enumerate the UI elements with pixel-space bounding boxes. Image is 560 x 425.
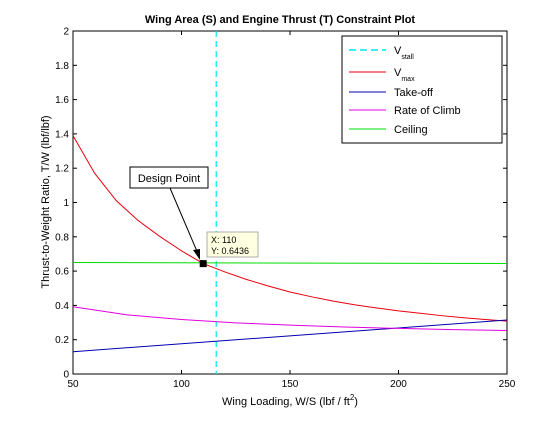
annotation-arrow-line [169,187,200,257]
datatip-x: X: 110 [211,235,236,245]
legend-label-v-stall: Vstall [394,45,414,61]
datatip: X: 110 Y: 0.6436 [206,231,259,258]
x-tick-label: 150 [282,379,299,390]
annotation-label: Design Point [138,173,200,185]
x-tick-label: 250 [499,379,516,390]
datatip-box [206,231,259,258]
series-rate-of-climb [73,306,507,331]
x-tick-label: 200 [390,379,407,390]
annotation-box [129,166,209,189]
y-tick-label: 0.4 [55,301,69,312]
annotation-arrowhead [193,249,200,260]
y-tick-label: 1 [63,198,69,209]
x-tick-label: 100 [173,379,190,390]
x-axis-label: Wing Loading, W/S (lbf / ft2) [222,393,358,408]
y-tick-label: 0.6 [55,267,69,278]
legend-label-rate-of-climb: Rate of Climb [394,105,461,117]
y-axis-label: Thrust-to-Weight Ratio, T/W (lbf/lbf) [40,115,52,288]
chart-title: Wing Area (S) and Engine Thrust (T) Cons… [145,14,416,26]
y-tick-label: 1.8 [55,61,69,72]
series-ceiling [73,262,507,265]
legend-label-v-max: Vmax [394,67,415,83]
design-point-marker [199,260,207,268]
legend-label-ceiling: Ceiling [394,124,428,136]
legend-label-take-off: Take-off [394,87,434,99]
y-tick-label: 0 [63,370,69,381]
legend: Vstall Vmax Take-off Rate of Climb Ceiling [341,35,503,144]
series-take-off [73,319,507,353]
y-tick-label: 2 [63,27,69,38]
x-tick-label: 50 [67,379,79,390]
legend-box [341,35,503,144]
y-tick-label: 1.6 [55,95,69,106]
y-tick-label: 1.2 [55,164,69,175]
design-point-annotation: Design Point [129,166,209,260]
y-tick-label: 0.2 [55,335,69,346]
series-v-max [73,135,507,322]
datatip-y: Y: 0.6436 [211,246,249,256]
series-group [73,31,507,374]
axis-ticks: 50 100 150 200 250 0 0.2 0.4 0.6 0.8 1 1.2 1.4 1.6 1.8… [55,27,516,391]
y-tick-label: 0.8 [55,232,69,243]
y-tick-label: 1.4 [55,129,69,140]
